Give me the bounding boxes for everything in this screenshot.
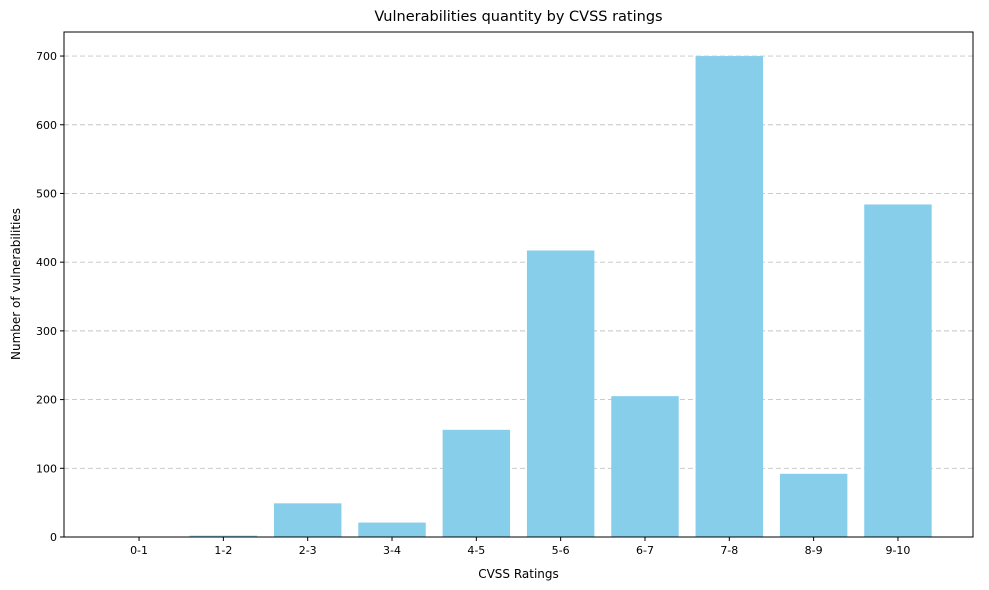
- y-axis-ticks: 0 100 200 300 400 500 600 700: [36, 50, 64, 544]
- bar-5-6: [526, 250, 595, 537]
- x-tick-label-1-2: 1-2: [214, 544, 232, 557]
- x-tick-label-7-8: 7-8: [720, 544, 738, 557]
- x-tick-label-8-9: 8-9: [805, 544, 823, 557]
- y-tick-label-300: 300: [36, 325, 57, 338]
- y-tick-label-700: 700: [36, 50, 57, 63]
- plot-frame: [63, 31, 974, 538]
- bar-3-4: [358, 522, 426, 537]
- x-tick-label-5-6: 5-6: [552, 544, 570, 557]
- y-tick-label-200: 200: [36, 394, 57, 407]
- x-axis-ticks: 0-1 1-2 2-3 3-4 4-5 5-6 6-7 7-8 8-9 9-10: [130, 537, 910, 557]
- y-axis-label: Number of vulnerabilities: [9, 208, 23, 360]
- bars: [189, 56, 932, 538]
- bar-7-8: [695, 56, 764, 538]
- y-tick-label-0: 0: [50, 531, 57, 544]
- bar-1-2: [189, 535, 258, 537]
- x-tick-label-2-3: 2-3: [299, 544, 317, 557]
- grid-lines: [64, 55, 973, 469]
- y-tick-label-600: 600: [36, 119, 57, 132]
- bar-6-7: [611, 396, 679, 537]
- x-tick-label-9-10: 9-10: [885, 544, 910, 557]
- x-axis-label: CVSS Ratings: [478, 567, 559, 581]
- x-tick-label-3-4: 3-4: [383, 544, 401, 557]
- chart-title: Vulnerabilities quantity by CVSS ratings: [374, 9, 662, 25]
- y-tick-label-100: 100: [36, 462, 57, 475]
- x-tick-label-6-7: 6-7: [636, 544, 654, 557]
- bar-4-5: [442, 429, 511, 537]
- x-tick-label-0-1: 0-1: [130, 544, 148, 557]
- y-tick-label-400: 400: [36, 256, 57, 269]
- bar-8-9: [779, 473, 848, 537]
- y-tick-label-500: 500: [36, 187, 57, 200]
- x-tick-label-4-5: 4-5: [467, 544, 485, 557]
- bar-9-10: [864, 204, 932, 537]
- bar-2-3: [273, 503, 342, 537]
